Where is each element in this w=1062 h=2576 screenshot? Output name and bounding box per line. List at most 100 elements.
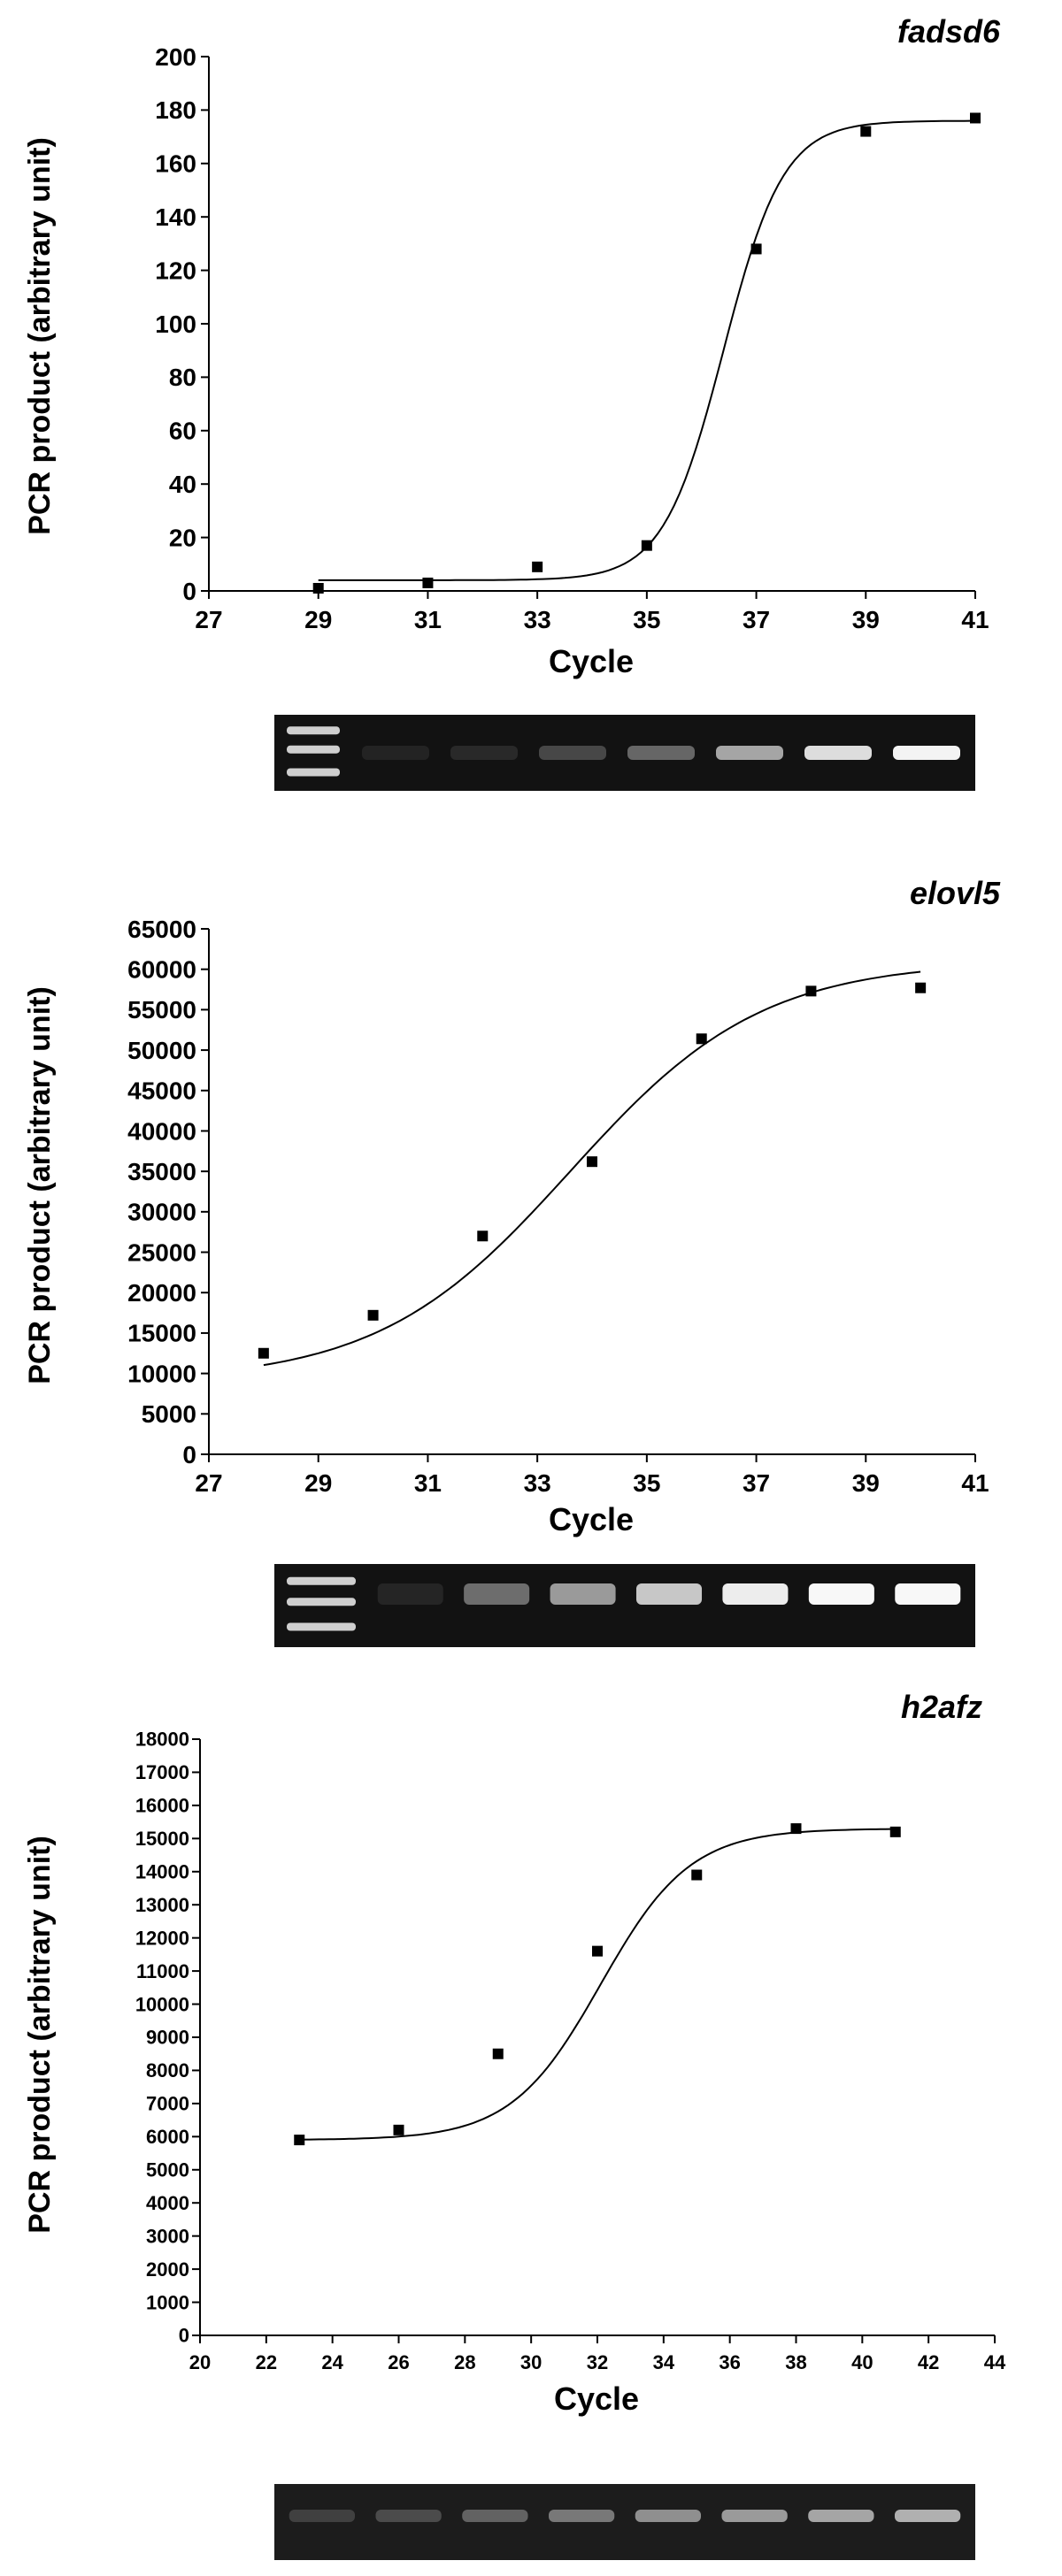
data-point — [915, 982, 927, 993]
gel-band — [808, 2510, 874, 2522]
y-tick-label: 4000 — [146, 2192, 189, 2214]
gel-band — [550, 1583, 616, 1605]
y-tick-label: 10000 — [127, 1360, 196, 1387]
x-tick-label: 28 — [454, 2351, 475, 2373]
y-tick-label: 5000 — [142, 1400, 196, 1428]
y-tick-label: 20000 — [127, 1279, 196, 1307]
y-tick-label: 45000 — [127, 1077, 196, 1105]
x-tick-label: 29 — [304, 606, 332, 633]
x-tick-label: 39 — [852, 606, 880, 633]
x-tick-label: 27 — [195, 1469, 222, 1497]
gel-band — [462, 2510, 528, 2522]
x-tick-label: 44 — [984, 2351, 1006, 2373]
y-tick-label: 55000 — [127, 996, 196, 1024]
data-point — [393, 2124, 404, 2135]
x-tick-label: 38 — [785, 2351, 806, 2373]
x-tick-label: 36 — [719, 2351, 740, 2373]
y-tick-label: 6000 — [146, 2126, 189, 2148]
gel-band — [362, 746, 429, 760]
data-point — [592, 1945, 603, 1957]
y-tick-label: 3000 — [146, 2225, 189, 2247]
y-tick-label: 60000 — [127, 955, 196, 983]
x-tick-label: 32 — [587, 2351, 608, 2373]
data-point — [750, 243, 762, 255]
y-tick-label: 5000 — [146, 2158, 189, 2181]
gel-band — [716, 746, 783, 760]
y-tick-label: 100 — [155, 310, 196, 338]
data-point — [889, 1826, 901, 1837]
y-tick-label: 60 — [169, 418, 196, 445]
y-tick-label: 40 — [169, 471, 196, 498]
gel-band — [377, 1583, 443, 1605]
gel-band — [627, 746, 695, 760]
fit-curve — [299, 1828, 896, 2141]
gel-band — [635, 2510, 702, 2522]
gel-image — [274, 1564, 975, 1647]
x-tick-label: 42 — [918, 2351, 939, 2373]
y-axis-title: PCR product (arbitrary unit) — [23, 1836, 57, 2234]
y-tick-label: 30000 — [127, 1199, 196, 1226]
gel-band — [548, 2510, 615, 2522]
gel-band — [450, 746, 518, 760]
data-point — [970, 112, 981, 124]
x-tick-label: 35 — [633, 606, 660, 633]
fit-curve — [263, 970, 921, 1367]
gel-ladder-band — [287, 1622, 356, 1631]
data-point — [790, 1823, 802, 1835]
x-tick-label: 33 — [524, 1469, 551, 1497]
x-tick-label: 26 — [388, 2351, 409, 2373]
y-tick-label: 50000 — [127, 1037, 196, 1064]
gel-band — [464, 1583, 530, 1605]
y-tick-label: 16000 — [135, 1795, 189, 1817]
y-tick-label: 20 — [169, 524, 196, 551]
y-tick-label: 65000 — [127, 916, 196, 943]
data-point — [691, 1869, 703, 1881]
chart-elovl5: 0 5000 10000 15000 20000 25000 30000 35000 40000… — [23, 875, 1001, 1647]
gel-band — [721, 2510, 788, 2522]
y-tick-label: 40000 — [127, 1117, 196, 1145]
y-tick-label: 35000 — [127, 1158, 196, 1185]
gel-ladder-band — [287, 1576, 356, 1585]
y-tick-label: 13000 — [135, 1894, 189, 1916]
data-point — [367, 1309, 379, 1321]
gel-band — [375, 2510, 442, 2522]
data-point — [805, 985, 817, 997]
y-tick-label: 17000 — [135, 1761, 189, 1783]
data-point — [532, 561, 543, 572]
y-tick-label: 0 — [182, 1441, 196, 1468]
x-tick-label: 35 — [633, 1469, 660, 1497]
y-tick-label: 1000 — [146, 2291, 189, 2313]
gel-band — [894, 2510, 961, 2522]
gel-background — [274, 1564, 975, 1647]
x-axis-title: Cycle — [549, 643, 634, 679]
gel-band — [895, 1583, 961, 1605]
y-tick-label: 25000 — [127, 1238, 196, 1266]
x-tick-label: 40 — [851, 2351, 873, 2373]
x-axis-title: Cycle — [554, 2380, 639, 2417]
gel-background — [274, 2484, 975, 2560]
x-tick-label: 39 — [852, 1469, 880, 1497]
x-tick-label: 41 — [961, 1469, 989, 1497]
y-tick-label: 200 — [155, 43, 196, 71]
chart-panel-elovl5: 0 5000 10000 15000 20000 25000 30000 35000 40000… — [0, 849, 1062, 1663]
gel-band — [289, 2510, 356, 2522]
data-point — [492, 2048, 504, 2059]
data-point — [294, 2135, 305, 2146]
gel-image — [274, 2484, 975, 2560]
x-tick-label: 31 — [414, 1469, 442, 1497]
x-tick-label: 37 — [743, 606, 770, 633]
y-tick-label: 2000 — [146, 2258, 189, 2281]
gel-band — [804, 746, 872, 760]
gel-ladder-band — [287, 726, 340, 735]
y-tick-label: 0 — [182, 578, 196, 605]
chart-title: elovl5 — [910, 875, 1001, 911]
y-tick-label: 15000 — [135, 1828, 189, 1850]
x-tick-label: 20 — [189, 2351, 211, 2373]
x-axis-title: Cycle — [549, 1501, 634, 1537]
x-tick-label: 34 — [653, 2351, 675, 2373]
y-tick-label: 7000 — [146, 2093, 189, 2115]
x-tick-label: 27 — [195, 606, 222, 633]
x-tick-label: 33 — [524, 606, 551, 633]
gel-band — [722, 1583, 789, 1605]
y-tick-label: 14000 — [135, 1860, 189, 1882]
